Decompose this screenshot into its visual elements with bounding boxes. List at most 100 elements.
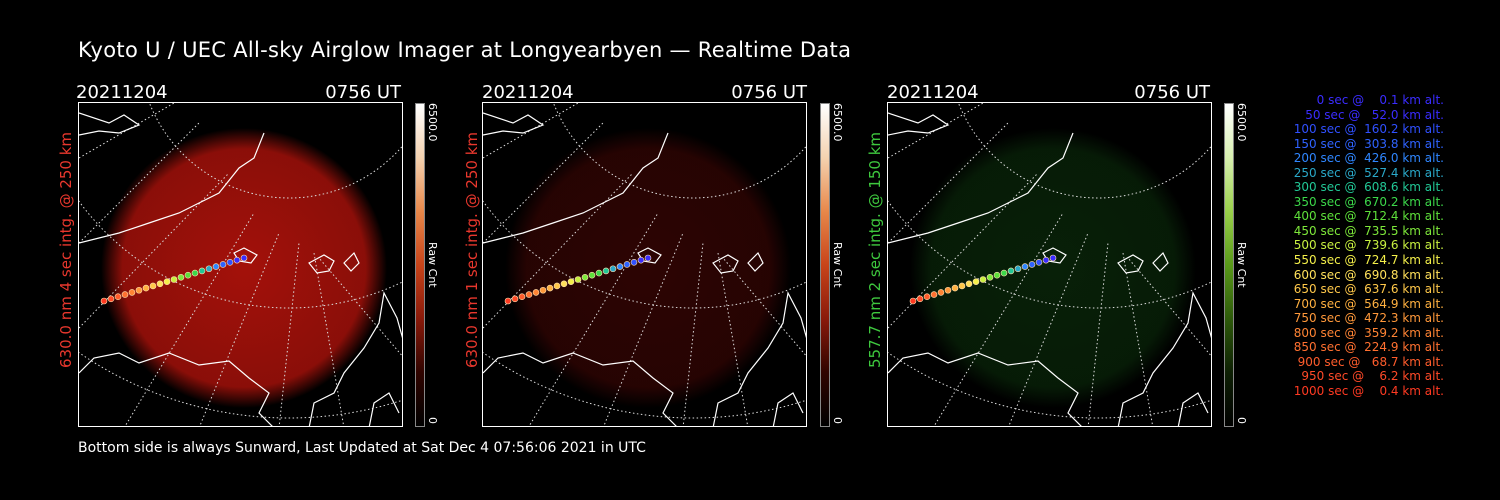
- trajectory-point: [553, 282, 561, 290]
- legend-row: 900 sec @ 68.7 km alt.: [1293, 354, 1444, 369]
- trajectory-point: [637, 256, 645, 264]
- trajectory-point: [121, 291, 129, 298]
- coastline: [888, 112, 950, 136]
- coastline: [747, 251, 764, 272]
- longitude-gridline: [124, 212, 255, 426]
- trajectory-point: [156, 280, 164, 288]
- trajectory-point: [1042, 256, 1050, 264]
- coastline: [1152, 251, 1169, 272]
- legend-row: 350 sec @ 670.2 km alt.: [1289, 194, 1444, 209]
- coastline: [888, 132, 1074, 244]
- panel-1-colorbar-min: 0: [426, 417, 439, 424]
- latitude-gridline: [483, 351, 806, 419]
- latitude-gridline: [79, 200, 402, 309]
- trajectory-point: [128, 289, 136, 296]
- trajectory-point: [930, 291, 938, 298]
- latitude-gridline: [79, 351, 402, 419]
- trajectory-point: [240, 254, 248, 262]
- trajectory-point: [525, 291, 533, 298]
- panel-1-colorbar: [415, 103, 425, 427]
- trajectory-point: [191, 269, 199, 277]
- longitude-gridline: [682, 242, 704, 426]
- panel-2-time: 0756 UT: [731, 82, 807, 103]
- panel-2-map: [483, 103, 806, 426]
- trajectory-point: [965, 280, 973, 288]
- trajectory-point: [142, 284, 150, 292]
- trajectory-point: [588, 271, 596, 279]
- trajectory-point: [532, 289, 540, 296]
- trajectory-point: [951, 284, 959, 292]
- legend-row: 200 sec @ 426.0 km alt.: [1289, 151, 1444, 166]
- longitude-gridline: [1122, 252, 1154, 426]
- coastline: [308, 254, 335, 274]
- legend-row: 1000 sec @ 0.4 km alt.: [1293, 383, 1444, 398]
- longitude-gridline: [603, 232, 684, 426]
- latitude-gridline: [888, 200, 1211, 309]
- latitude-gridline: [483, 200, 806, 309]
- trajectory-point: [1014, 265, 1022, 273]
- trajectory-point: [100, 297, 108, 305]
- panel-1-colorbar-unit: Raw Cnt: [426, 242, 439, 288]
- trajectory-point: [581, 274, 589, 281]
- legend-row: 300 sec @ 608.6 km alt.: [1289, 180, 1444, 195]
- trajectory-point: [219, 261, 227, 268]
- trajectory-point: [1021, 263, 1029, 270]
- legend-row: 600 sec @ 690.8 km alt.: [1289, 267, 1444, 282]
- airglow-image: [910, 128, 1196, 408]
- longitude-gridline: [933, 212, 1064, 426]
- latitude-gridline: [888, 351, 1211, 419]
- legend-row: 250 sec @ 527.4 km alt.: [1289, 165, 1444, 180]
- panel-3-colorbar: [1224, 103, 1234, 427]
- panel-3-colorbar-max: 6500.0: [1235, 103, 1248, 142]
- legend-row: 650 sec @ 637.6 km alt.: [1289, 282, 1444, 297]
- trajectory-point: [609, 265, 617, 273]
- longitude-gridline: [722, 257, 806, 357]
- coastline: [483, 112, 545, 136]
- trajectory-point: [972, 278, 980, 285]
- trajectory-point: [574, 276, 582, 283]
- trajectory-point: [986, 274, 994, 281]
- trajectory-point: [170, 276, 178, 283]
- longitude-gridline: [717, 252, 749, 426]
- legend-row: 750 sec @ 472.3 km alt.: [1289, 311, 1444, 326]
- trajectory-point: [198, 267, 206, 275]
- longitude-gridline: [199, 232, 280, 426]
- panel-3-time: 0756 UT: [1134, 82, 1210, 103]
- trajectory-point: [163, 278, 171, 285]
- trajectory-point: [518, 293, 526, 300]
- longitude-gridline: [318, 257, 402, 357]
- trajectory-point: [546, 284, 554, 292]
- panel-3-side-label: 557.7 nm 2 sec intg. @ 150 km: [866, 131, 884, 368]
- coastline: [712, 291, 806, 426]
- longitude-gridline: [1127, 257, 1211, 357]
- trajectory-point: [644, 254, 652, 262]
- panel-1-date: 20211204: [76, 82, 168, 103]
- panel-1-side-label: 630.0 nm 4 sec intg. @ 250 km: [57, 131, 75, 368]
- trajectory-point: [623, 261, 631, 268]
- airglow-image: [505, 128, 791, 408]
- trajectory-point: [226, 259, 234, 266]
- legend-row: 950 sec @ 6.2 km alt.: [1297, 369, 1444, 384]
- trajectory-point: [107, 295, 115, 303]
- panel-3-colorbar-unit: Raw Cnt: [1235, 242, 1248, 288]
- coastline: [79, 112, 141, 136]
- longitude-gridline: [528, 212, 659, 426]
- legend-row: 450 sec @ 735.5 km alt.: [1289, 223, 1444, 238]
- trajectory-point: [616, 263, 624, 270]
- legend-row: 100 sec @ 160.2 km alt.: [1289, 122, 1444, 137]
- panel-2-side-label: 630.0 nm 1 sec intg. @ 250 km: [463, 131, 481, 368]
- legend-row: 850 sec @ 224.9 km alt.: [1289, 340, 1444, 355]
- panel-2-colorbar-max: 6500.0: [831, 103, 844, 142]
- coastline: [1117, 291, 1211, 426]
- trajectory-point: [149, 282, 157, 290]
- legend-row: 50 sec @ 52.0 km alt.: [1297, 107, 1444, 122]
- panel-1-image: [78, 102, 403, 427]
- trajectory-point: [205, 265, 213, 273]
- airglow-image: [101, 128, 387, 408]
- coastline: [79, 132, 265, 244]
- longitude-gridline: [1008, 232, 1089, 426]
- coastline: [888, 352, 1082, 426]
- panel-3-map: [888, 103, 1211, 426]
- panel-2-date: 20211204: [482, 82, 574, 103]
- trajectory-point: [979, 276, 987, 283]
